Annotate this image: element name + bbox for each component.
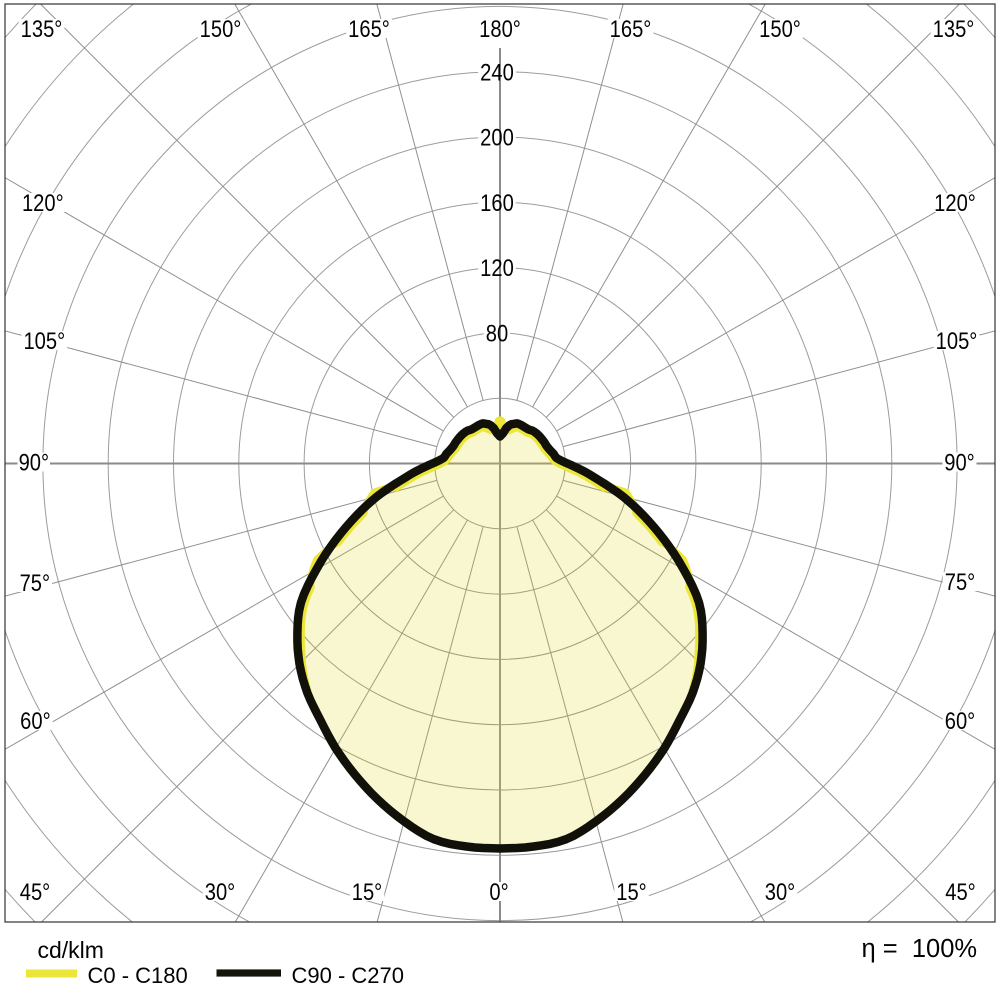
svg-text:165°: 165° (610, 15, 652, 42)
svg-text:30°: 30° (765, 878, 795, 905)
svg-text:240: 240 (480, 59, 514, 86)
svg-text:75°: 75° (945, 568, 975, 595)
svg-text:165°: 165° (348, 15, 390, 42)
svg-text:15°: 15° (616, 878, 646, 905)
svg-text:45°: 45° (945, 878, 975, 905)
svg-text:160: 160 (480, 189, 514, 216)
svg-text:15°: 15° (352, 878, 382, 905)
svg-text:135°: 135° (21, 15, 63, 42)
svg-text:cd/klm: cd/klm (38, 937, 104, 963)
svg-text:150°: 150° (200, 15, 242, 42)
svg-text:105°: 105° (23, 327, 65, 354)
svg-text:η = 100%: η = 100% (862, 935, 978, 963)
svg-text:60°: 60° (945, 707, 975, 734)
svg-text:150°: 150° (759, 15, 801, 42)
svg-text:90°: 90° (944, 449, 974, 476)
svg-text:120°: 120° (22, 189, 64, 216)
svg-text:80: 80 (486, 320, 508, 347)
svg-text:90°: 90° (19, 449, 49, 476)
svg-text:200: 200 (480, 124, 514, 151)
svg-text:60°: 60° (20, 707, 50, 734)
svg-text:45°: 45° (20, 878, 50, 905)
svg-text:105°: 105° (936, 327, 978, 354)
svg-text:180°: 180° (479, 15, 521, 42)
svg-text:0°: 0° (489, 878, 508, 905)
svg-text:75°: 75° (20, 569, 50, 596)
svg-text:C90 - C270: C90 - C270 (292, 963, 405, 988)
svg-text:135°: 135° (933, 15, 975, 42)
svg-text:C0 - C180: C0 - C180 (88, 963, 188, 988)
svg-text:120: 120 (480, 255, 514, 282)
svg-text:120°: 120° (934, 189, 976, 216)
svg-text:30°: 30° (205, 878, 235, 905)
